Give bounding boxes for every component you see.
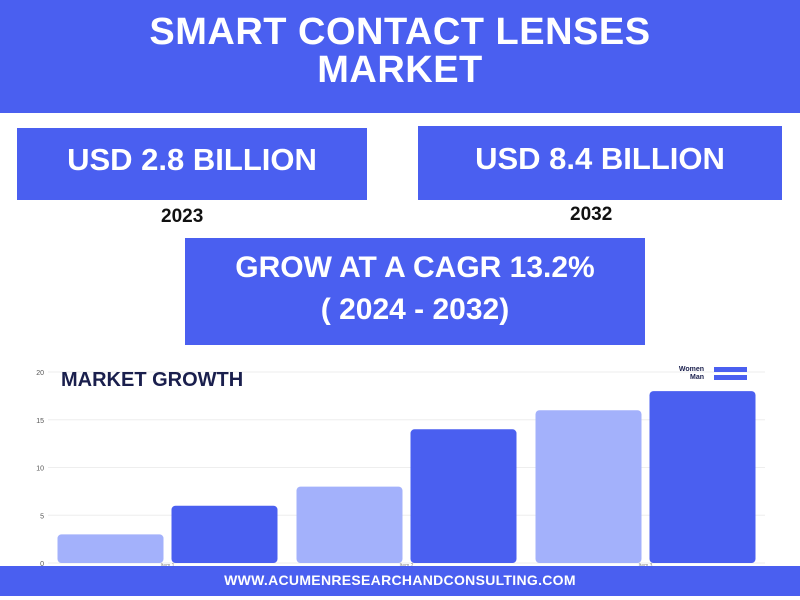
x-tick-label: Item 1: [161, 563, 175, 567]
cagr-line1: GROW AT A CAGR 13.2%: [235, 251, 595, 284]
bar-man-2: [410, 429, 517, 563]
y-tick-label: 15: [36, 418, 44, 425]
cagr-box: GROW AT A CAGR 13.2% ( 2024 - 2032): [185, 238, 645, 345]
legend-label: Women: [679, 366, 704, 373]
legend-label: Man: [690, 374, 704, 381]
bar-man-3: [649, 391, 756, 563]
stat-box-2023: USD 2.8 BILLION: [17, 128, 367, 200]
stat-box-2032: USD 8.4 BILLION: [418, 126, 782, 200]
y-tick-label: 5: [40, 513, 44, 520]
bar-women-2: [296, 486, 403, 563]
y-tick-label: 20: [36, 370, 44, 377]
x-tick-label: Item 3: [639, 563, 653, 567]
footer-url: WWW.ACUMENRESEARCHANDCONSULTING.COM: [224, 572, 576, 588]
bar-women-1: [57, 534, 164, 563]
page-title-line1: SMART CONTACT LENSES: [149, 11, 651, 53]
market-growth-chart: 0 5 10 15 20 MARKET GROWTH Item 1 Item 2 Item 3 W…: [36, 366, 765, 567]
legend-swatch: [714, 367, 747, 372]
page-title-line2: MARKET: [317, 49, 483, 91]
bar-man-1: [171, 505, 278, 563]
bar-women-3: [535, 410, 642, 563]
cagr-line2: ( 2024 - 2032): [320, 293, 510, 326]
y-tick-label: 0: [40, 561, 44, 567]
chart-title: MARKET GROWTH: [61, 369, 243, 391]
year-label-2023: 2023: [161, 206, 204, 227]
x-tick-label: Item 2: [400, 563, 414, 567]
y-tick-label: 10: [36, 466, 44, 473]
footer-banner: WWW.ACUMENRESEARCHANDCONSULTING.COM: [0, 566, 800, 596]
legend-swatch: [714, 375, 747, 380]
header-banner: SMART CONTACT LENSES MARKET: [0, 0, 800, 113]
year-label-2032: 2032: [570, 204, 613, 225]
